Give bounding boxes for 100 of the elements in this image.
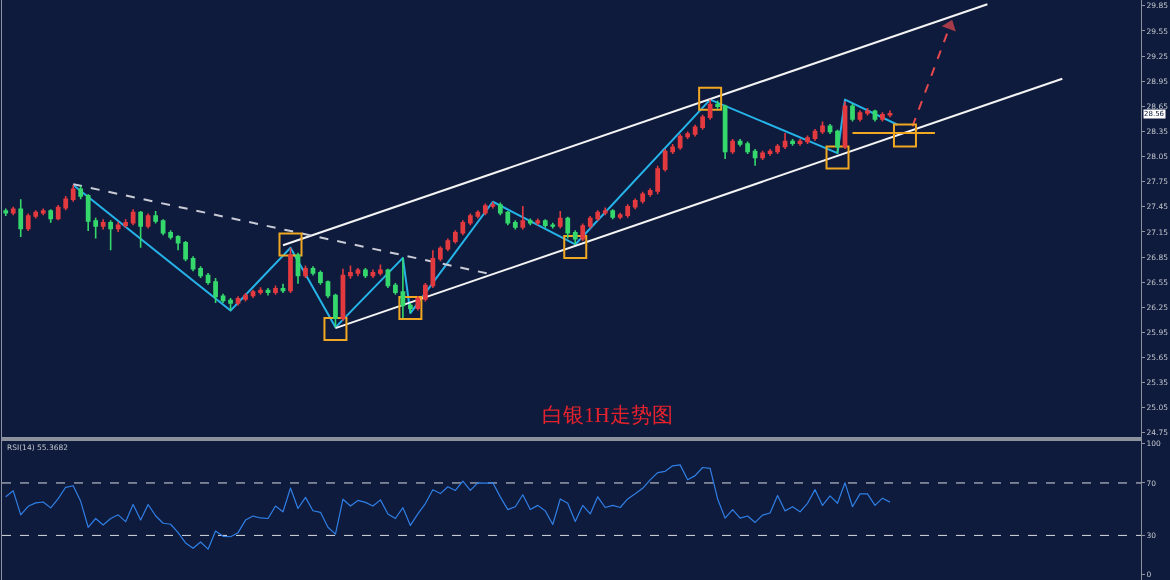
- candlestick: [318, 269, 323, 286]
- candlestick: [183, 240, 188, 262]
- candlestick: [310, 265, 316, 277]
- candlestick: [812, 128, 818, 142]
- candlestick: [190, 255, 196, 273]
- candlestick: [670, 143, 676, 155]
- candlestick: [3, 207, 9, 217]
- candlestick: [587, 215, 593, 230]
- candlestick: [475, 209, 481, 220]
- candlestick: [497, 201, 503, 216]
- candlestick: [692, 123, 698, 138]
- candlestick: [145, 212, 151, 230]
- candlestick: [93, 216, 99, 240]
- candlestick: [85, 193, 91, 232]
- candlestick: [408, 302, 413, 314]
- candlestick: [857, 109, 863, 123]
- candlestick: [70, 184, 76, 203]
- candlestick: [393, 282, 398, 296]
- candlestick: [63, 195, 69, 211]
- candlestick: [782, 132, 788, 150]
- candlestick: [580, 222, 586, 242]
- candlestick: [880, 111, 885, 123]
- candlestick: [707, 98, 713, 121]
- candlestick: [250, 288, 256, 299]
- candlestick: [205, 272, 211, 286]
- candlestick: [490, 200, 496, 210]
- candlestick: [48, 208, 54, 224]
- candlestick: [130, 208, 136, 226]
- candlestick: [78, 185, 84, 201]
- candlestick: [295, 252, 301, 285]
- candlestick: [535, 217, 541, 226]
- point: [698, 86, 723, 111]
- candlestick: [25, 212, 31, 232]
- candlestick: [160, 218, 166, 237]
- candlestick: [123, 218, 129, 229]
- candlestick: [378, 263, 383, 277]
- candlestick: [827, 123, 833, 135]
- candlestick: [400, 257, 406, 319]
- candlestick: [175, 234, 181, 252]
- candlestick: [662, 148, 668, 173]
- candlestick: [752, 148, 758, 167]
- candlestick: [565, 216, 571, 240]
- candlestick: [835, 128, 840, 154]
- candlestick: [415, 295, 421, 312]
- candlestick: [520, 205, 526, 231]
- candlestick: [715, 99, 720, 110]
- candlestick: [640, 190, 646, 205]
- candlestick: [887, 109, 893, 118]
- point: [278, 232, 303, 257]
- point: [892, 123, 917, 148]
- candlestick: [647, 187, 653, 198]
- candlestick: [18, 198, 24, 238]
- candlestick: [40, 207, 46, 216]
- candlestick: [115, 221, 121, 233]
- candlestick: [730, 138, 735, 155]
- candlestick: [850, 103, 855, 123]
- candlestick: [505, 210, 511, 226]
- candlestick: [348, 264, 353, 280]
- candlestick: [572, 229, 578, 246]
- candlestick: [100, 218, 106, 231]
- candlestick: [273, 284, 278, 296]
- candlestick: [805, 134, 810, 145]
- candlestick: [685, 130, 691, 140]
- candlestick: [355, 267, 361, 278]
- candlestick: [745, 140, 750, 155]
- candlestick: [220, 293, 226, 304]
- candlestick: [55, 204, 61, 221]
- candlestick: [213, 277, 218, 304]
- candlestick: [557, 210, 563, 230]
- candlestick: [333, 293, 338, 329]
- candlestick: [542, 218, 548, 229]
- candlestick: [632, 197, 638, 211]
- candlestick: [33, 209, 39, 220]
- candlestick: [265, 287, 271, 297]
- candlestick: [108, 219, 114, 252]
- candlestick: [243, 292, 248, 303]
- candlestick: [820, 120, 825, 135]
- candlestick: [677, 133, 683, 151]
- candlestick: [790, 138, 795, 147]
- candlestick: [467, 212, 473, 226]
- candlestick: [445, 237, 451, 252]
- candlestick: [865, 107, 870, 117]
- candlestick: [797, 138, 803, 147]
- candlestick: [610, 208, 616, 221]
- candlestick: [595, 209, 601, 222]
- candlestick: [655, 164, 661, 196]
- candlestick: [625, 203, 631, 219]
- candlestick: [370, 268, 376, 279]
- candlestick: [423, 282, 428, 303]
- candlestick: [700, 113, 706, 131]
- candlestick: [760, 149, 765, 161]
- candlestick: [767, 148, 773, 157]
- point: [563, 234, 588, 259]
- candlestick: [775, 143, 780, 155]
- point: [825, 145, 850, 170]
- candlestick: [138, 210, 143, 249]
- candlestick: [512, 219, 518, 231]
- candlestick: [10, 205, 16, 216]
- candlestick: [235, 295, 241, 307]
- candlestick: [363, 267, 368, 279]
